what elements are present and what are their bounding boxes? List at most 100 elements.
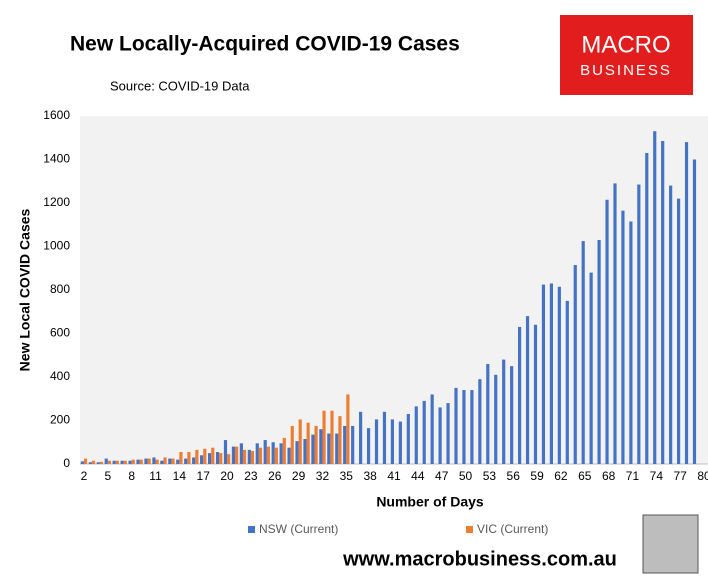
logo-text: MACRO (581, 31, 670, 58)
bar (290, 425, 294, 464)
bar (676, 198, 681, 464)
bar (298, 419, 302, 464)
y-tick-label: 800 (50, 282, 70, 296)
bar (645, 152, 649, 464)
bar (692, 159, 697, 464)
bar (120, 460, 124, 464)
bar (351, 425, 355, 464)
bar (525, 316, 530, 464)
footer-url: www.macrobusiness.com.au (342, 548, 617, 570)
x-tick-label: 38 (363, 469, 377, 483)
bar (597, 239, 601, 464)
wolf-icon (642, 514, 699, 574)
bar (195, 449, 199, 464)
x-tick-label: 56 (507, 469, 521, 483)
x-tick-label: 26 (268, 469, 282, 483)
legend-swatch (248, 526, 255, 533)
bar (160, 460, 164, 464)
bar (605, 199, 609, 465)
y-tick-label: 600 (50, 326, 70, 340)
x-tick-label: 80 (697, 469, 708, 483)
bar (96, 462, 100, 464)
y-axis-title: New Local COVID Cases (17, 208, 33, 371)
x-tick-label: 71 (626, 469, 640, 483)
bar (621, 210, 625, 464)
y-tick-label: 400 (50, 369, 70, 383)
bar (239, 443, 243, 464)
bar (107, 460, 112, 464)
bar (139, 459, 143, 464)
x-tick-label: 8 (128, 469, 135, 483)
y-tick-label: 0 (63, 456, 70, 470)
bar (187, 452, 191, 464)
legend-label: VIC (Current) (477, 522, 548, 536)
bar (382, 411, 387, 464)
bar (91, 460, 96, 464)
x-tick-label: 68 (602, 469, 616, 483)
bar (430, 394, 434, 464)
bar (247, 449, 251, 464)
bar (319, 429, 323, 464)
x-tick-label: 44 (411, 469, 425, 483)
bar (684, 142, 689, 464)
bar (200, 455, 204, 464)
x-tick-label: 59 (530, 469, 544, 483)
bar (295, 441, 299, 464)
x-tick-label: 5 (104, 469, 111, 483)
y-tick-label: 1000 (43, 239, 70, 253)
logo-text: BUSINESS (580, 62, 672, 79)
bar (629, 221, 633, 464)
bar (171, 458, 175, 464)
bar (366, 428, 371, 464)
x-tick-label: 41 (387, 469, 401, 483)
bar (390, 419, 394, 464)
bar (192, 457, 196, 464)
bar (287, 447, 291, 464)
bar (438, 407, 442, 464)
x-tick-label: 62 (554, 469, 568, 483)
x-tick-label: 50 (459, 469, 473, 483)
bar (231, 446, 236, 464)
logo-box (560, 15, 693, 95)
y-tick-label: 1200 (43, 195, 70, 209)
bar (346, 394, 350, 464)
bar (422, 400, 426, 464)
bar (502, 359, 506, 464)
bar (311, 434, 315, 464)
bar (279, 443, 283, 464)
bar (144, 458, 148, 464)
x-tick-label: 47 (435, 469, 449, 483)
bar (155, 459, 159, 464)
x-tick-label: 11 (149, 469, 162, 483)
bar (274, 447, 278, 464)
bar (565, 300, 569, 464)
bar (581, 241, 585, 464)
bar (374, 419, 379, 464)
bar (115, 460, 119, 464)
bar (653, 131, 657, 464)
bar (255, 443, 259, 464)
x-tick-label: 23 (244, 469, 258, 483)
bar (176, 459, 180, 464)
bar (163, 457, 167, 464)
bar (242, 449, 247, 464)
bar (518, 326, 522, 464)
bar (486, 363, 490, 464)
bar (541, 284, 546, 464)
x-tick-label: 53 (483, 469, 497, 483)
bar (223, 440, 228, 464)
bar (335, 433, 339, 464)
x-tick-label: 29 (292, 469, 306, 483)
bar (80, 461, 84, 464)
bar (99, 461, 104, 464)
x-tick-label: 14 (173, 469, 187, 483)
x-tick-label: 74 (650, 469, 664, 483)
bar (282, 437, 286, 464)
y-tick-label: 1600 (43, 108, 70, 122)
bar (359, 411, 363, 464)
x-tick-label: 35 (340, 469, 354, 483)
bar (661, 141, 665, 464)
bar (88, 462, 92, 464)
bar (322, 410, 326, 464)
